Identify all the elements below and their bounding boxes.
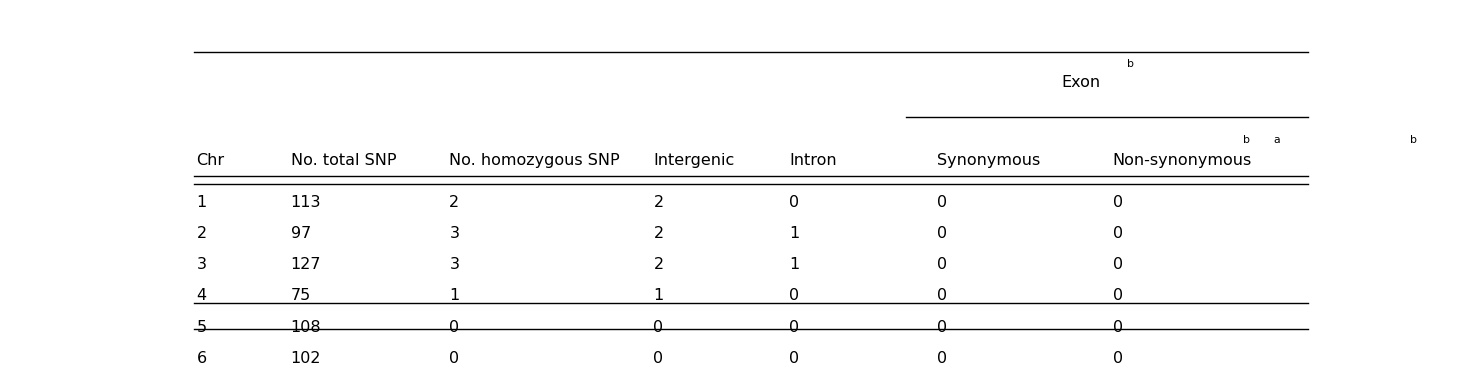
Text: 0: 0 xyxy=(1113,320,1122,334)
Text: 0: 0 xyxy=(936,257,947,272)
Text: Intron: Intron xyxy=(790,153,837,168)
Text: 0: 0 xyxy=(936,320,947,334)
Text: 97: 97 xyxy=(291,226,310,241)
Text: 0: 0 xyxy=(790,351,800,366)
Text: 1: 1 xyxy=(790,257,800,272)
Text: 127: 127 xyxy=(291,257,320,272)
Text: 0: 0 xyxy=(790,195,800,210)
Text: 6: 6 xyxy=(196,351,206,366)
Text: 3: 3 xyxy=(449,257,459,272)
Text: 0: 0 xyxy=(790,320,800,334)
Text: 1: 1 xyxy=(654,288,664,303)
Text: 113: 113 xyxy=(291,195,320,210)
Text: 108: 108 xyxy=(291,320,322,334)
Text: 5: 5 xyxy=(196,320,206,334)
Text: 0: 0 xyxy=(1113,351,1122,366)
Text: 2: 2 xyxy=(654,226,664,241)
Text: 2: 2 xyxy=(196,226,206,241)
Text: 0: 0 xyxy=(936,195,947,210)
Text: 0: 0 xyxy=(1113,257,1122,272)
Text: b: b xyxy=(1127,59,1134,69)
Text: 75: 75 xyxy=(291,288,310,303)
Text: 102: 102 xyxy=(291,351,320,366)
Text: No. homozygous SNP: No. homozygous SNP xyxy=(449,153,620,168)
Text: 0: 0 xyxy=(936,351,947,366)
Text: 0: 0 xyxy=(654,351,664,366)
Text: b: b xyxy=(1244,135,1251,145)
Text: 0: 0 xyxy=(1113,288,1122,303)
Text: 2: 2 xyxy=(449,195,459,210)
Text: a: a xyxy=(1274,135,1280,145)
Text: Synonymous: Synonymous xyxy=(936,153,1040,168)
Text: 4: 4 xyxy=(196,288,206,303)
Text: 2: 2 xyxy=(654,195,664,210)
Text: 0: 0 xyxy=(1113,195,1122,210)
Text: 1: 1 xyxy=(449,288,459,303)
Text: b: b xyxy=(1410,135,1416,145)
Text: 0: 0 xyxy=(936,226,947,241)
Text: Exon: Exon xyxy=(1062,75,1102,90)
Text: 1: 1 xyxy=(790,226,800,241)
Text: 0: 0 xyxy=(790,288,800,303)
Text: 0: 0 xyxy=(654,320,664,334)
Text: 1: 1 xyxy=(196,195,206,210)
Text: 3: 3 xyxy=(196,257,206,272)
Text: 0: 0 xyxy=(449,320,459,334)
Text: 2: 2 xyxy=(654,257,664,272)
Text: Chr: Chr xyxy=(196,153,225,168)
Text: 0: 0 xyxy=(449,351,459,366)
Text: Intergenic: Intergenic xyxy=(654,153,734,168)
Text: Non-synonymous: Non-synonymous xyxy=(1113,153,1252,168)
Text: 3: 3 xyxy=(449,226,459,241)
Text: No. total SNP: No. total SNP xyxy=(291,153,396,168)
Text: 0: 0 xyxy=(1113,226,1122,241)
Text: 0: 0 xyxy=(936,288,947,303)
